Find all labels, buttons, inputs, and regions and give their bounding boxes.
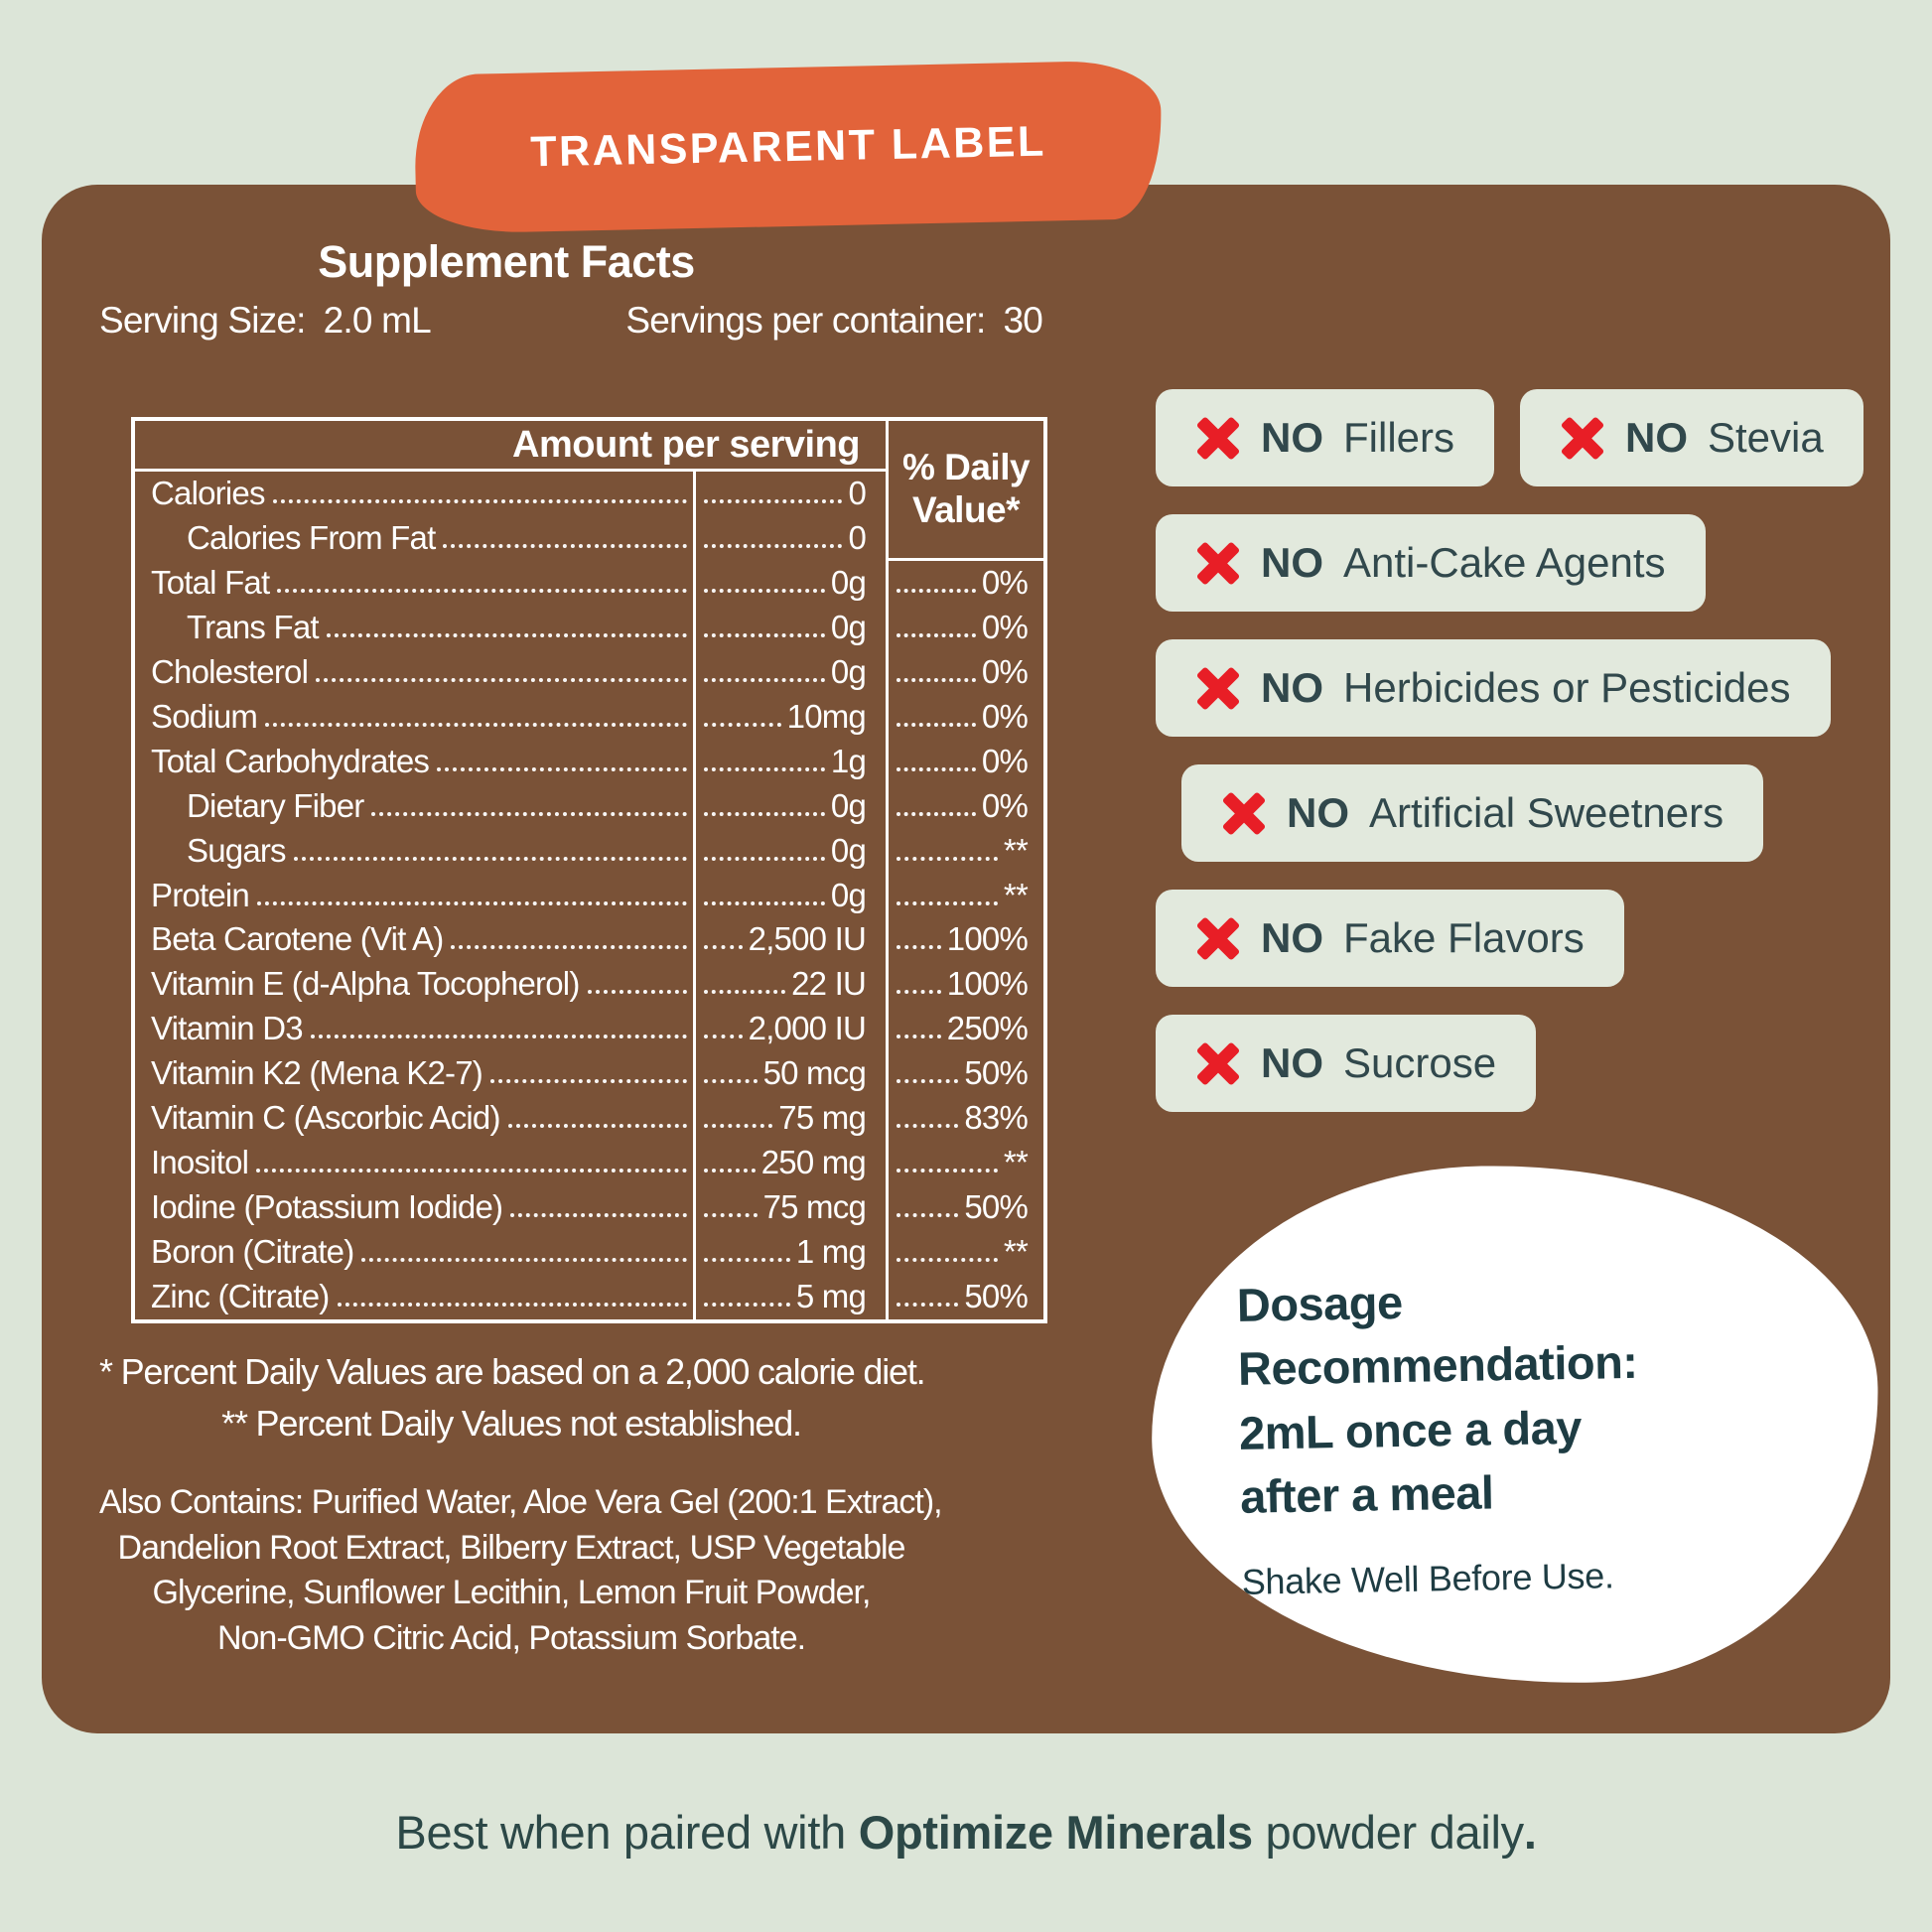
table-row: Vitamin K2 (Mena K2-7) 50 mcg bbox=[135, 1051, 886, 1097]
table-row: Calories From Fat 0 bbox=[135, 515, 886, 561]
footnote-daily-values: * Percent Daily Values are based on a 2,… bbox=[99, 1351, 926, 1392]
daily-value-cell: 0% bbox=[889, 650, 1043, 695]
transparent-label-banner: TRANSPARENT LABEL bbox=[413, 60, 1164, 234]
also-contains-paragraph: Also Contains: Purified Water, Aloe Vera… bbox=[99, 1483, 943, 1657]
daily-value-cell: 100% bbox=[889, 962, 1043, 1007]
table-row: Calories 0 bbox=[135, 472, 886, 516]
supplement-facts-block: Supplement Facts Serving Size: 2.0 mL Se… bbox=[99, 236, 1052, 1661]
dosage-recommendation-card: Dosage Recommendation: 2mL once a day af… bbox=[1147, 1159, 1883, 1691]
footnote-not-established: ** Percent Daily Values not established. bbox=[221, 1403, 802, 1444]
claim-badge-stevia: NO Stevia bbox=[1520, 389, 1863, 486]
claim-text: Anti-Cake Agents bbox=[1343, 539, 1666, 586]
no-claims-list: NO Fillers NO Stevia NO Anti-Cake Agents bbox=[1156, 389, 1863, 1112]
red-x-icon bbox=[1195, 415, 1241, 461]
daily-value-cell: 50% bbox=[889, 1275, 1043, 1319]
daily-value-cell: 50% bbox=[889, 1185, 1043, 1230]
table-row: Trans Fat 0g bbox=[135, 605, 886, 650]
table-row: Iodine (Potassium Iodide) 75 mcg bbox=[135, 1185, 886, 1231]
red-x-icon bbox=[1195, 665, 1241, 711]
table-row: Vitamin D3 2,000 IU bbox=[135, 1007, 886, 1052]
table-row: Total Carbohydrates 1g bbox=[135, 739, 886, 784]
claim-badge-anti-cake-agents: NO Anti-Cake Agents bbox=[1156, 514, 1706, 612]
table-row: Protein 0g bbox=[135, 873, 886, 918]
daily-value-cell: ** bbox=[889, 1230, 1043, 1275]
table-row: Inositol 250 mg bbox=[135, 1141, 886, 1186]
dosage-heading: Dosage Recommendation: 2mL once a day af… bbox=[1236, 1275, 1638, 1523]
daily-value-cell: ** bbox=[889, 829, 1043, 874]
daily-value-cell: 0% bbox=[889, 740, 1043, 784]
red-x-icon bbox=[1221, 790, 1267, 836]
serving-size-value: 2.0 mL bbox=[323, 300, 432, 341]
table-row: Sodium 10mg bbox=[135, 694, 886, 740]
daily-value-cell: 83% bbox=[889, 1096, 1043, 1141]
daily-value-cell: 0% bbox=[889, 561, 1043, 606]
claim-text: Sucrose bbox=[1343, 1039, 1497, 1086]
red-x-icon bbox=[1560, 415, 1605, 461]
daily-value-cell: 250% bbox=[889, 1007, 1043, 1051]
red-x-icon bbox=[1195, 1040, 1241, 1086]
claim-badge-fake-flavors: NO Fake Flavors bbox=[1156, 890, 1624, 987]
amount-per-serving-header: Amount per serving bbox=[135, 421, 886, 472]
daily-value-cell: 50% bbox=[889, 1051, 1043, 1096]
product-name: Optimize Minerals bbox=[858, 1806, 1253, 1859]
label-panel: Supplement Facts Serving Size: 2.0 mL Se… bbox=[42, 185, 1890, 1733]
daily-value-cell: 0% bbox=[889, 695, 1043, 740]
claim-text: Stevia bbox=[1708, 414, 1824, 461]
table-row: Vitamin E (d-Alpha Tocopherol) 22 IU bbox=[135, 962, 886, 1008]
claim-badge-artificial-sweetners: NO Artificial Sweetners bbox=[1181, 764, 1764, 862]
claim-badge-herbicides-pesticides: NO Herbicides or Pesticides bbox=[1156, 639, 1831, 737]
table-row: Dietary Fiber 0g bbox=[135, 783, 886, 829]
table-row: Cholesterol 0g bbox=[135, 649, 886, 695]
supplement-facts-table: Amount per serving Calories 0 Calories F… bbox=[131, 417, 1047, 1323]
red-x-icon bbox=[1195, 540, 1241, 586]
banner-text: TRANSPARENT LABEL bbox=[529, 117, 1047, 176]
supplement-facts-title: Supplement Facts bbox=[318, 236, 695, 287]
daily-value-cell: ** bbox=[889, 874, 1043, 918]
daily-value-cell: 0% bbox=[889, 784, 1043, 829]
daily-value-cell: 0% bbox=[889, 606, 1043, 650]
table-row: Vitamin C (Ascorbic Acid) 75 mg bbox=[135, 1096, 886, 1142]
table-row: Beta Carotene (Vit A) 2,500 IU bbox=[135, 917, 886, 963]
table-row: Total Fat 0g bbox=[135, 560, 886, 606]
daily-value-cell: ** bbox=[889, 1141, 1043, 1185]
claim-badge-fillers: NO Fillers bbox=[1156, 389, 1494, 486]
daily-value-header: % Daily Value* bbox=[889, 421, 1043, 561]
table-row: Boron (Citrate) 1 mg bbox=[135, 1230, 886, 1276]
table-row: Zinc (Citrate) 5 mg bbox=[135, 1275, 886, 1320]
serving-info: Serving Size: 2.0 mL Servings per contai… bbox=[99, 300, 1043, 342]
claim-text: Fake Flavors bbox=[1343, 914, 1585, 961]
claim-text: Artificial Sweetners bbox=[1369, 789, 1725, 836]
daily-value-cell: 100% bbox=[889, 918, 1043, 963]
shake-well-note: Shake Well Before Use. bbox=[1241, 1554, 1614, 1602]
table-row: Sugars 0g bbox=[135, 828, 886, 874]
pairing-footer: Best when paired with Optimize Minerals … bbox=[395, 1806, 1537, 1859]
claim-badge-sucrose: NO Sucrose bbox=[1156, 1015, 1537, 1112]
claim-text: Herbicides or Pesticides bbox=[1343, 664, 1791, 711]
claim-text: Fillers bbox=[1343, 414, 1454, 461]
servings-per-container-value: 30 bbox=[1003, 300, 1042, 341]
serving-size-label: Serving Size: bbox=[99, 300, 306, 341]
red-x-icon bbox=[1195, 915, 1241, 961]
servings-per-container-label: Servings per container: bbox=[625, 300, 986, 341]
